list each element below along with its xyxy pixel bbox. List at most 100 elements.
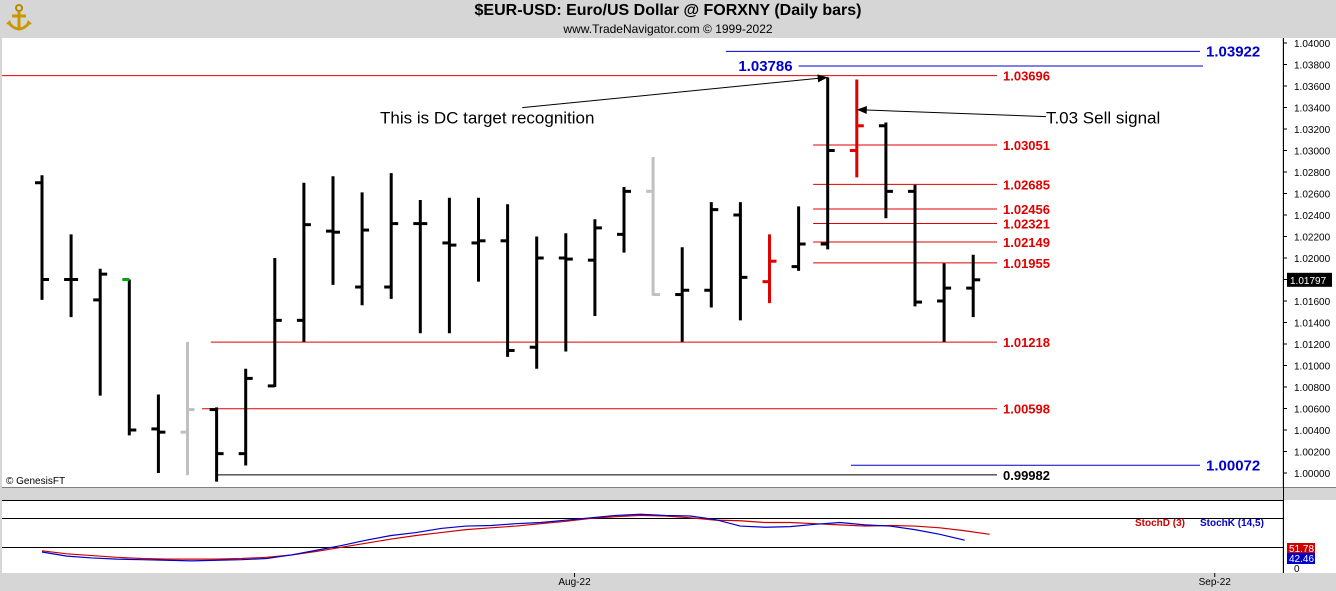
legend-stochk: StochK (14,5) [1200, 518, 1264, 529]
y-tick-label-3: 1.03400 [1294, 104, 1331, 115]
y-tick-label-14: 1.01200 [1294, 340, 1331, 351]
ohlc-bar-25 [762, 234, 777, 304]
y-tick-label-15: 1.01000 [1294, 362, 1331, 373]
level-label-0: 1.03922 [1206, 43, 1260, 60]
annotation-arrowhead-0 [817, 74, 828, 83]
annotation-arrow-1 [856, 109, 1046, 118]
level-label-6: 1.02321 [1003, 216, 1050, 231]
stoch-plot-background [2, 500, 1282, 573]
ohlc-bar-30 [908, 184, 922, 307]
y-tick-label-6: 1.02800 [1294, 168, 1331, 179]
level-label-2: 1.03696 [1003, 69, 1050, 84]
chart-subtitle: www.TradeNavigator.com © 1999-2022 [563, 22, 773, 36]
level-label-11: 1.00072 [1206, 457, 1260, 474]
y-tick-label-12: 1.01600 [1294, 297, 1331, 308]
time-axis: Aug-22 Sep-22 [558, 573, 1231, 588]
ohlc-bar-20 [617, 187, 631, 253]
price-plot-background [2, 38, 1282, 487]
y-tick-label-18: 1.00400 [1294, 426, 1331, 437]
y-tick-label-0: 1.04000 [1294, 39, 1331, 50]
y-tick-label-9: 1.02200 [1294, 233, 1331, 244]
ohlc-bar-32 [966, 254, 981, 318]
stochk-value: 42.46 [1289, 554, 1314, 565]
x-tick-label-0: Aug-22 [558, 577, 591, 588]
y-tick-label-20: 1.00000 [1294, 469, 1331, 480]
level-label-3: 1.03051 [1003, 138, 1050, 153]
ohlc-bar-18 [558, 233, 573, 352]
last-price-badge [1287, 272, 1332, 287]
y-tick-label-4: 1.03200 [1294, 125, 1331, 136]
y-tick-label-8: 1.02400 [1294, 211, 1331, 222]
level-lines: 1.03922 1.03786 1.03696 1.03051 1.02685 1.024… [2, 43, 1260, 483]
level-label-7: 1.02149 [1003, 235, 1050, 250]
ohlc-bar-26 [791, 206, 806, 271]
stochd-value: 51.78 [1289, 544, 1314, 555]
ohlc-bar-6 [209, 407, 224, 482]
ohlc-bar-17 [529, 236, 544, 369]
y-tick-label-7: 1.02600 [1294, 190, 1331, 201]
ohlc-bar-29 [878, 122, 893, 219]
level-label-4: 1.02685 [1003, 177, 1050, 192]
ohlc-bar-12 [384, 173, 399, 299]
ohlc-bar-4 [151, 394, 166, 473]
y-tick-label-13: 1.01400 [1294, 319, 1331, 330]
annotation-text-1: T.03 Sell signal [1046, 109, 1160, 128]
ohlc-bar-21 [646, 156, 661, 297]
ohlc-bar-24 [733, 202, 748, 321]
stoch-tick-0: 0 [1294, 564, 1300, 575]
copyright-label: © GenesisFT [6, 476, 65, 487]
ohlc-bar-14 [442, 197, 457, 334]
annotation-arrowhead-1 [856, 106, 867, 115]
ohlc-bar-5 [180, 341, 195, 476]
legend-stochd: StochD (3) [1135, 518, 1185, 529]
y-tick-label-17: 1.00600 [1294, 405, 1331, 416]
chart-title: $EUR-USD: Euro/US Dollar @ FORXNY (Daily… [474, 2, 862, 19]
x-tick-label-1: Sep-22 [1199, 577, 1232, 588]
ohlc-bar-31 [937, 263, 952, 342]
y-tick-label-2: 1.03600 [1294, 82, 1331, 93]
ohlc-bar-16 [500, 204, 515, 357]
level-label-12: 0.99982 [1003, 468, 1050, 483]
level-label-1: 1.03786 [738, 58, 792, 75]
price-axis-background [1283, 38, 1336, 487]
ohlc-bar-10 [326, 176, 340, 285]
annotations: This is DC target recognition T.03 Sell s… [380, 74, 1160, 128]
ohlc-bar-28 [849, 79, 864, 178]
ohlc-bar-22 [675, 247, 690, 342]
ohlc-bar-15 [471, 197, 486, 282]
y-tick-label-5: 1.03000 [1294, 147, 1331, 158]
ohlc-bars [35, 77, 981, 482]
level-label-8: 1.01955 [1003, 256, 1050, 271]
ohlc-bar-0 [35, 175, 49, 300]
last-price-label: 1.01797 [1290, 276, 1327, 287]
ohlc-bar-23 [704, 202, 719, 308]
stoch-line-1 [41, 513, 965, 562]
ohlc-bar-9 [296, 182, 311, 342]
level-label-10: 1.00598 [1003, 402, 1050, 417]
stoch-line-0 [41, 514, 990, 560]
anchor-logo-icon [4, 2, 34, 34]
ohlc-bar-11 [355, 192, 370, 306]
chart-header: $EUR-USD: Euro/US Dollar @ FORXNY (Daily… [0, 0, 1336, 38]
ohlc-bar-8 [267, 258, 282, 388]
y-tick-label-1: 1.03800 [1294, 61, 1331, 72]
level-label-5: 1.02456 [1003, 202, 1050, 217]
ohlc-bar-3 [122, 278, 137, 436]
y-tick-label-16: 1.00800 [1294, 383, 1331, 394]
y-tick-label-19: 1.00200 [1294, 448, 1331, 459]
stochd-badge [1287, 543, 1315, 554]
y-tick-label-10: 1.02000 [1294, 254, 1331, 265]
ohlc-bar-7 [238, 368, 253, 466]
stochk-badge [1287, 553, 1315, 564]
ohlc-bar-19 [587, 219, 602, 317]
ohlc-bar-2 [93, 268, 108, 396]
ohlc-bar-27 [820, 77, 835, 250]
ohlc-bar-1 [64, 234, 79, 318]
level-label-9: 1.01218 [1003, 335, 1050, 350]
annotation-text-0: This is DC target recognition [380, 109, 594, 128]
annotation-arrow-0 [522, 76, 828, 109]
price-axis: 1.04000 1.03800 1.03600 1.03400 1.03200 1.030… [1283, 39, 1332, 480]
